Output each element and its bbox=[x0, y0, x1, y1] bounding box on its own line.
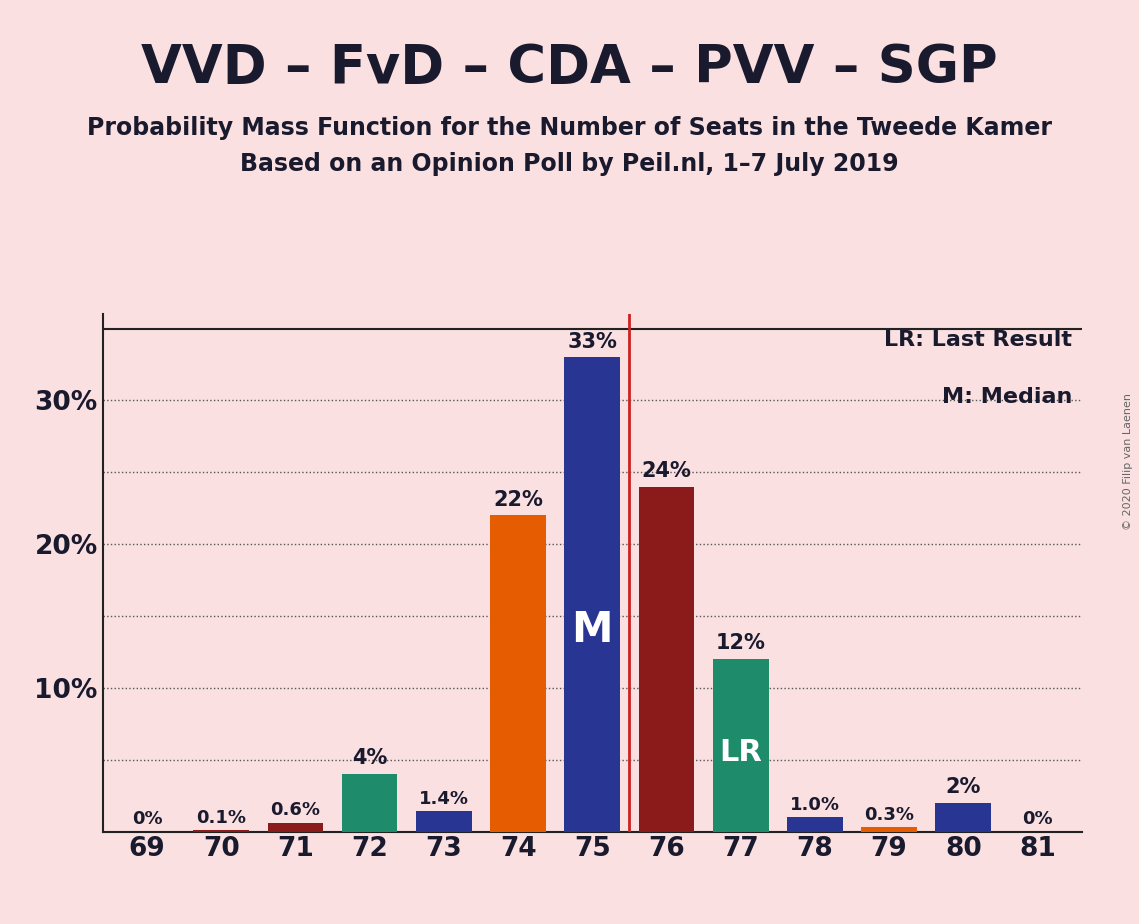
Text: 33%: 33% bbox=[567, 332, 617, 351]
Bar bbox=[861, 827, 917, 832]
Bar bbox=[194, 830, 249, 832]
Text: 2%: 2% bbox=[945, 777, 981, 797]
Text: 1.0%: 1.0% bbox=[790, 796, 839, 814]
Bar bbox=[565, 358, 620, 832]
Bar bbox=[787, 817, 843, 832]
Text: LR: LR bbox=[719, 738, 762, 767]
Bar bbox=[268, 823, 323, 832]
Text: 12%: 12% bbox=[715, 633, 765, 653]
Text: 24%: 24% bbox=[641, 461, 691, 480]
Bar bbox=[713, 659, 769, 832]
Bar bbox=[490, 516, 546, 832]
Text: 22%: 22% bbox=[493, 490, 543, 510]
Text: 4%: 4% bbox=[352, 748, 387, 769]
Text: 0.3%: 0.3% bbox=[865, 806, 915, 823]
Text: © 2020 Filip van Laenen: © 2020 Filip van Laenen bbox=[1123, 394, 1133, 530]
Bar bbox=[342, 774, 398, 832]
Text: Based on an Opinion Poll by Peil.nl, 1–7 July 2019: Based on an Opinion Poll by Peil.nl, 1–7… bbox=[240, 152, 899, 176]
Text: LR: Last Result: LR: Last Result bbox=[884, 330, 1072, 349]
Text: 0%: 0% bbox=[132, 810, 163, 828]
Text: 1.4%: 1.4% bbox=[419, 790, 469, 808]
Bar bbox=[639, 487, 695, 832]
Text: 0.6%: 0.6% bbox=[270, 801, 320, 820]
Text: M: Median: M: Median bbox=[942, 386, 1072, 407]
Text: M: M bbox=[572, 609, 613, 651]
Bar bbox=[416, 811, 472, 832]
Text: VVD – FvD – CDA – PVV – SGP: VVD – FvD – CDA – PVV – SGP bbox=[141, 42, 998, 93]
Text: Probability Mass Function for the Number of Seats in the Tweede Kamer: Probability Mass Function for the Number… bbox=[87, 116, 1052, 140]
Text: 0%: 0% bbox=[1022, 810, 1052, 828]
Text: 0.1%: 0.1% bbox=[196, 808, 246, 827]
Bar bbox=[935, 803, 991, 832]
